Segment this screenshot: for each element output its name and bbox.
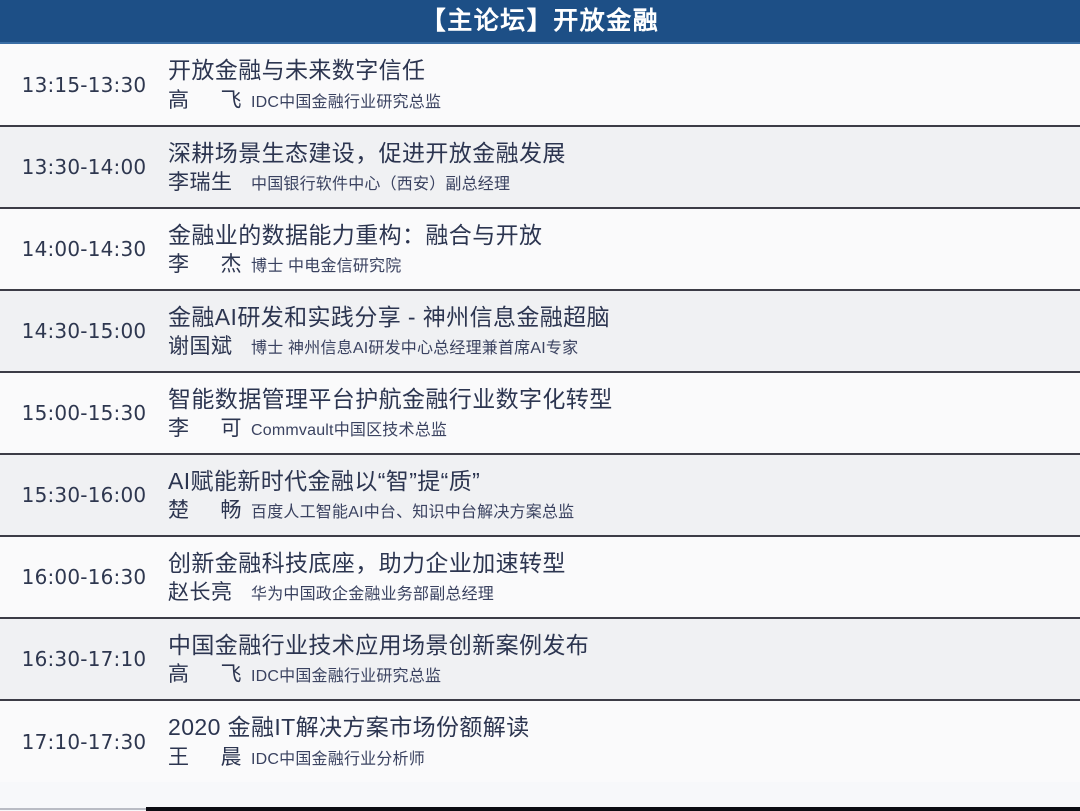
session-time: 15:00-15:30 (0, 372, 168, 455)
bottom-divider-dark-segment (146, 807, 1080, 811)
session-details: 中国金融行业技术应用场景创新案例发布高 飞 IDC中国金融行业研究总监 (168, 618, 1080, 701)
agenda-row[interactable]: 15:00-15:30 智能数据管理平台护航金融行业数字化转型李 可 Commvau… (0, 372, 1080, 455)
speaker-name: 李 杰 (168, 253, 242, 277)
session-details: 金融AI研发和实践分享 - 神州信息金融超脑 谢国斌 博士 神州信息AI研发中心总经… (168, 290, 1080, 373)
forum-header-banner: 【主论坛】开放金融 (0, 0, 1080, 44)
session-speaker-line: 高 飞 IDC中国金融行业研究总监 (168, 88, 1080, 114)
session-title: 金融AI研发和实践分享 - 神州信息金融超脑 (168, 303, 610, 330)
speaker-name: 楚 畅 (168, 499, 242, 523)
speaker-name: 谢国斌 (168, 335, 233, 359)
session-time: 13:30-14:00 (0, 126, 168, 209)
session-details: 深耕场景生态建设，促进开放金融发展 李瑞生 中国银行软件中心（西安）副总经理 (168, 126, 1080, 209)
agenda-row[interactable]: 14:00-14:30 金融业的数据能力重构：融合与开放李 杰博士 中电金信研究院 (0, 208, 1080, 291)
bottom-divider-light-segment (0, 808, 146, 810)
session-details: 金融业的数据能力重构：融合与开放李 杰博士 中电金信研究院 (168, 208, 1080, 291)
agenda-row[interactable]: 17:10-17:30 2020 金融IT解决方案市场份额解读王 晨 IDC中国金融… (0, 700, 1080, 782)
session-speaker-line: 高 飞 IDC中国金融行业研究总监 (168, 662, 1080, 688)
session-speaker-line: 赵长亮 华为中国政企金融业务部副总经理 (168, 580, 1080, 606)
speaker-name: 赵长亮 (168, 581, 233, 605)
session-details: 创新金融科技底座，助力企业加速转型 赵长亮 华为中国政企金融业务部副总经理 (168, 536, 1080, 619)
agenda-row[interactable]: 13:30-14:00 深耕场景生态建设，促进开放金融发展 李瑞生 中国银行软件中心（… (0, 126, 1080, 209)
session-time: 16:30-17:10 (0, 618, 168, 701)
agenda-row[interactable]: 13:15-13:30 开放金融与未来数字信任高 飞 IDC中国金融行业研究总监 (0, 44, 1080, 127)
session-title: 中国金融行业技术应用场景创新案例发布 (168, 631, 590, 658)
speaker-affiliation: IDC中国金融行业分析师 (251, 750, 425, 768)
session-speaker-line: 王 晨 IDC中国金融行业分析师 (168, 745, 1080, 771)
session-time: 16:00-16:30 (0, 536, 168, 619)
speaker-name: 王 晨 (168, 745, 242, 769)
session-title: AI赋能新时代金融以“智”提“质” (168, 467, 481, 494)
speaker-affiliation: Commvault中国区技术总监 (251, 422, 448, 440)
session-details: AI赋能新时代金融以“智”提“质” 楚 畅百度人工智能AI中台、知识中台解决方案总… (168, 454, 1080, 537)
session-speaker-line: 谢国斌 博士 神州信息AI研发中心总经理兼首席AI专家 (168, 334, 1080, 360)
session-title: 金融业的数据能力重构：融合与开放 (168, 221, 543, 248)
session-title: 创新金融科技底座，助力企业加速转型 (168, 549, 566, 576)
speaker-name: 李 可 (168, 417, 242, 441)
session-details: 智能数据管理平台护航金融行业数字化转型李 可 Commvault中国区技术总监 (168, 372, 1080, 455)
session-speaker-line: 楚 畅百度人工智能AI中台、知识中台解决方案总监 (168, 498, 1080, 524)
agenda-row[interactable]: 14:30-15:00 金融AI研发和实践分享 - 神州信息金融超脑 谢国斌 博士 神… (0, 290, 1080, 373)
session-details: 开放金融与未来数字信任高 飞 IDC中国金融行业研究总监 (168, 44, 1080, 127)
session-time: 15:30-16:00 (0, 454, 168, 537)
agenda-row[interactable]: 15:30-16:00 AI赋能新时代金融以“智”提“质” 楚 畅百度人工智能AI中… (0, 454, 1080, 537)
bottom-divider (0, 807, 1080, 811)
session-speaker-line: 李 可 Commvault中国区技术总监 (168, 416, 1080, 442)
speaker-affiliation: 中国银行软件中心（西安）副总经理 (251, 176, 511, 194)
speaker-name: 高 飞 (168, 88, 242, 112)
speaker-affiliation: 博士 神州信息AI研发中心总经理兼首席AI专家 (251, 340, 579, 358)
session-time: 14:00-14:30 (0, 208, 168, 291)
session-speaker-line: 李 杰博士 中电金信研究院 (168, 252, 1080, 278)
speaker-name: 李瑞生 (168, 171, 233, 195)
session-title: 开放金融与未来数字信任 (168, 57, 426, 84)
agenda-row[interactable]: 16:00-16:30 创新金融科技底座，助力企业加速转型 赵长亮 华为中国政企金融业… (0, 536, 1080, 619)
speaker-affiliation: 百度人工智能AI中台、知识中台解决方案总监 (251, 504, 575, 522)
session-speaker-line: 李瑞生 中国银行软件中心（西安）副总经理 (168, 170, 1080, 196)
page-title: 【主论坛】开放金融 (420, 6, 660, 35)
agenda-table-body: 13:15-13:30 开放金融与未来数字信任高 飞 IDC中国金融行业研究总监 13… (0, 44, 1080, 782)
agenda-row[interactable]: 16:30-17:10 中国金融行业技术应用场景创新案例发布高 飞 IDC中国金融行… (0, 618, 1080, 701)
session-title: 2020 金融IT解决方案市场份额解读 (168, 714, 530, 741)
speaker-name: 高 飞 (168, 663, 242, 687)
session-title: 深耕场景生态建设，促进开放金融发展 (168, 139, 566, 166)
session-time: 14:30-15:00 (0, 290, 168, 373)
speaker-affiliation: IDC中国金融行业研究总监 (251, 93, 442, 111)
session-title: 智能数据管理平台护航金融行业数字化转型 (168, 385, 613, 412)
session-details: 2020 金融IT解决方案市场份额解读王 晨 IDC中国金融行业分析师 (168, 700, 1080, 782)
session-time: 17:10-17:30 (21, 729, 147, 754)
session-time: 13:15-13:30 (0, 44, 168, 127)
agenda-table: 13:15-13:30 开放金融与未来数字信任高 飞 IDC中国金融行业研究总监 13… (0, 44, 1080, 782)
speaker-affiliation: IDC中国金融行业研究总监 (251, 668, 442, 686)
speaker-affiliation: 华为中国政企金融业务部副总经理 (251, 586, 495, 604)
speaker-affiliation: 博士 中电金信研究院 (251, 258, 402, 276)
